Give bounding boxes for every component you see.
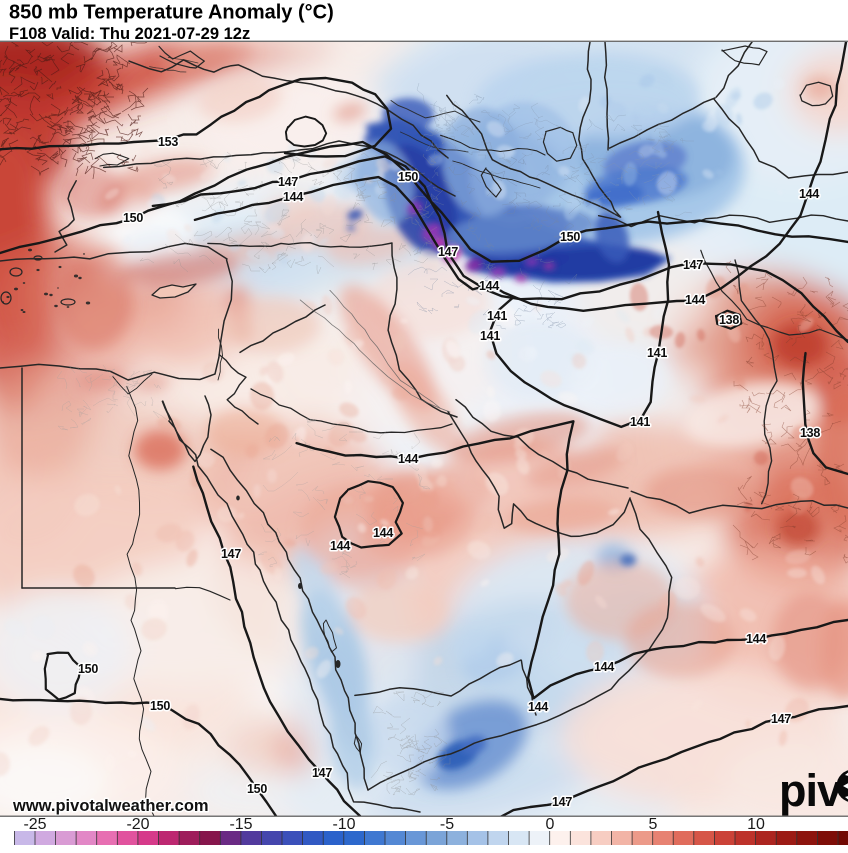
svg-text:www.pivotalweather.com: www.pivotalweather.com: [12, 797, 209, 815]
svg-text:piv: piv: [779, 765, 842, 816]
svg-text:850 mb Temperature Anomaly (°C: 850 mb Temperature Anomaly (°C): [9, 2, 334, 24]
svg-text:-25: -25: [23, 816, 46, 833]
svg-text:F108 Valid: Thu 2021-07-29 12z: F108 Valid: Thu 2021-07-29 12z: [9, 25, 250, 43]
svg-text:-15: -15: [229, 816, 252, 833]
svg-text:-5: -5: [440, 816, 454, 833]
svg-text:0: 0: [546, 816, 555, 833]
svg-text:5: 5: [649, 816, 658, 833]
svg-text:-20: -20: [126, 816, 149, 833]
svg-text:10: 10: [747, 816, 765, 833]
svg-text:-10: -10: [332, 816, 355, 833]
